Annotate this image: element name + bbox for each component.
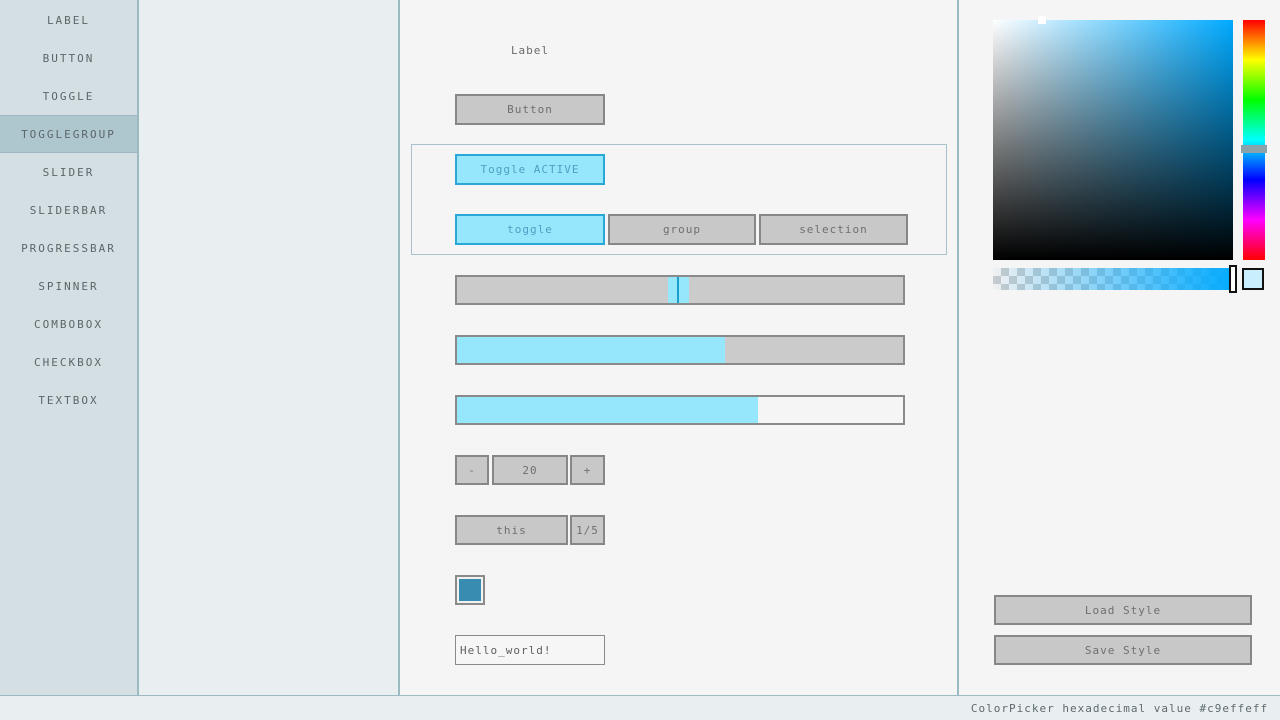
preview-canvas	[139, 0, 400, 695]
sidebar-item-textbox[interactable]: TEXTBOX	[38, 393, 99, 407]
slider-widget[interactable]	[455, 275, 905, 305]
button-widget[interactable]: Button	[455, 94, 605, 125]
progressbar-fill	[457, 397, 759, 423]
spinner-decrement-button[interactable]: -	[455, 455, 489, 485]
control-type-sidebar: LABEL BUTTON TOGGLE TOGGLEGROUP SLIDER SLIDER…	[0, 0, 139, 695]
combobox-value[interactable]: this	[455, 515, 568, 545]
status-bar: ColorPicker hexadecimal value #c9effeff	[0, 695, 1280, 720]
checkbox-widget[interactable]	[455, 575, 485, 605]
sliderbar-fill	[457, 337, 725, 363]
sidebar-item-combobox[interactable]: COMBOBOX	[34, 317, 103, 331]
sidebar-item-checkbox[interactable]: CHECKBOX	[34, 355, 103, 369]
colorpicker-selected-swatch	[1242, 268, 1264, 290]
progressbar-widget	[455, 395, 905, 425]
sidebar-item-sliderbar[interactable]: SLIDERBAR	[29, 203, 108, 217]
sidebar-item-button[interactable]: BUTTON	[42, 51, 95, 65]
slider-centerline	[677, 277, 680, 303]
checkbox-checkmark	[459, 579, 481, 601]
sidebar-item-slider[interactable]: SLIDER	[42, 165, 95, 179]
togglegroup-option-selection[interactable]: selection	[759, 214, 908, 245]
togglegroup-option-group[interactable]: group	[608, 214, 756, 245]
sidebar-item-spinner[interactable]: SPINNER	[38, 279, 99, 293]
colorpicker-sv-area[interactable]	[993, 16, 1233, 260]
load-style-button[interactable]: Load Style	[994, 595, 1252, 625]
save-style-button[interactable]: Save Style	[994, 635, 1252, 665]
sliderbar-widget[interactable]	[455, 335, 905, 365]
sidebar-item-progressbar[interactable]: PROGRESSBAR	[21, 241, 116, 255]
colorpicker-sv-cursor[interactable]	[1038, 16, 1047, 24]
spinner-value[interactable]: 20	[492, 455, 568, 485]
colorpicker-alpha-handle[interactable]	[1228, 265, 1237, 293]
sidebar-item-toggle[interactable]: TOGGLE	[42, 89, 95, 103]
togglegroup-option-toggle[interactable]: toggle	[455, 214, 605, 245]
colorpicker-alpha-bar[interactable]	[993, 265, 1237, 293]
spinner-increment-button[interactable]: +	[570, 455, 605, 485]
togglegroup-frame	[411, 144, 947, 255]
colorpicker-hue-handle[interactable]	[1241, 145, 1267, 153]
colorpicker-hex-value: ColorPicker hexadecimal value #c9effeff	[970, 701, 1269, 715]
label-widget: Label	[510, 43, 550, 57]
toggle-widget[interactable]: Toggle ACTIVE	[455, 154, 605, 185]
combobox-page-indicator[interactable]: 1/5	[570, 515, 605, 545]
textbox-widget[interactable]: Hello_world!	[455, 635, 605, 665]
slider-handle[interactable]	[667, 277, 689, 303]
sidebar-item-label[interactable]: LABEL	[46, 13, 91, 27]
sidebar-item-togglegroup[interactable]: TOGGLEGROUP	[0, 115, 137, 153]
colorpicker-hue-strip[interactable]	[1243, 20, 1265, 260]
